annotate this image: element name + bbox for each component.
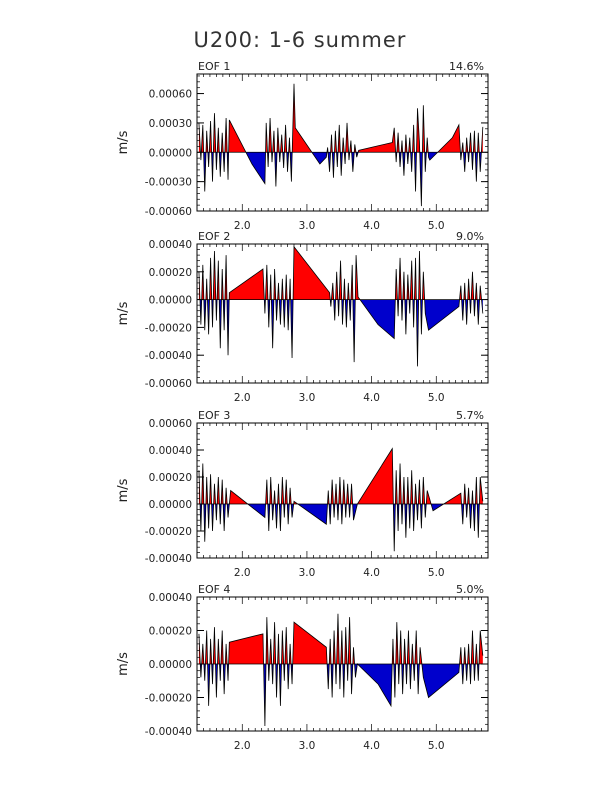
y-axis-label: m/s [116,652,131,676]
y-tick-label: -0.00060 [145,378,192,390]
y-axis-label: m/s [116,301,131,325]
x-tick-label: 3.0 [299,392,316,404]
figure-title: U200: 1-6 summer [194,28,407,52]
negative-area [198,299,483,367]
y-tick-label: 0.00000 [149,295,192,307]
y-tick-label: 0.00030 [149,118,192,130]
eof-panel-3: 0.00060 0.00040 0.00020 0.00000 -0.00020 -0.0… [116,409,489,579]
series-area [198,83,484,207]
x-tick-label: 5.0 [428,392,445,404]
eof-label: EOF 2 [198,230,230,243]
x-tick-label: 2.0 [234,220,251,232]
x-tick-label: 3.0 [299,220,316,232]
eof-panel-4: 0.00040 0.00020 0.00000 -0.00020 -0.00040 2.0… [116,583,489,752]
y-tick-label: -0.00040 [145,350,192,362]
variance-label: 5.0% [456,583,484,596]
eof-panel-1: 0.00060 0.00030 0.00000 -0.00030 -0.00060 2.0… [116,60,489,232]
y-tick-label: -0.00020 [145,322,192,334]
y-tick-label: -0.00020 [145,693,192,705]
x-tick-label: 2.0 [234,392,251,404]
x-tick-label: 3.0 [299,740,316,752]
y-tick-label: 0.00000 [149,147,192,159]
y-tick-label: -0.00060 [145,206,192,218]
y-tick-label: -0.00040 [145,553,192,565]
x-tick-label: 4.0 [363,392,380,404]
y-tick-label: 0.00060 [149,89,192,101]
y-tick-label: 0.00040 [149,239,192,251]
x-tick-label: 2.0 [234,567,251,579]
negative-area [198,664,483,726]
x-tick-label: 3.0 [299,567,316,579]
variance-label: 14.6% [449,60,484,73]
y-tick-label: 0.00060 [149,418,192,430]
plot-frame [196,243,489,384]
y-tick-label: 0.00020 [149,626,192,638]
positive-area [198,448,483,504]
x-tick-label: 4.0 [363,740,380,752]
y-tick-label: 0.00040 [149,445,192,457]
y-tick-label: 0.00040 [149,592,192,604]
series-line [198,83,484,207]
y-axis-label: m/s [116,478,131,502]
y-tick-label: -0.00030 [145,177,192,189]
series-line [198,447,484,552]
positive-area [198,613,483,664]
series-line [198,245,484,367]
plot-frame [196,73,489,212]
x-tick-label: 2.0 [234,740,251,752]
y-tick-label: 0.00020 [149,472,192,484]
series-area [198,447,484,552]
eof-label: EOF 3 [198,409,230,422]
y-tick-label: 0.00000 [149,499,192,511]
plot-frame [196,422,489,559]
y-tick-label: 0.00000 [149,659,192,671]
y-tick-label: 0.00020 [149,267,192,279]
y-axis-label: m/s [116,130,131,154]
variance-label: 9.0% [456,230,484,243]
negative-area [198,504,483,552]
y-tick-label: -0.00020 [145,526,192,538]
eof-panels: 0.00060 0.00030 0.00000 -0.00030 -0.00060 2.0… [116,60,489,752]
x-tick-label: 5.0 [428,740,445,752]
x-tick-label: 5.0 [428,567,445,579]
series-area [198,245,484,367]
eof-label: EOF 4 [198,583,230,596]
positive-area [198,83,483,153]
y-tick-label: -0.00040 [145,726,192,738]
series-line [198,613,484,726]
eof-panel-2: 0.00040 0.00020 0.00000 -0.00020 -0.00040 -0.… [116,230,489,404]
x-tick-label: 4.0 [363,567,380,579]
variance-label: 5.7% [456,409,484,422]
series-area [198,613,484,726]
x-tick-label: 4.0 [363,220,380,232]
eof-label: EOF 1 [198,60,230,73]
x-tick-label: 5.0 [428,220,445,232]
